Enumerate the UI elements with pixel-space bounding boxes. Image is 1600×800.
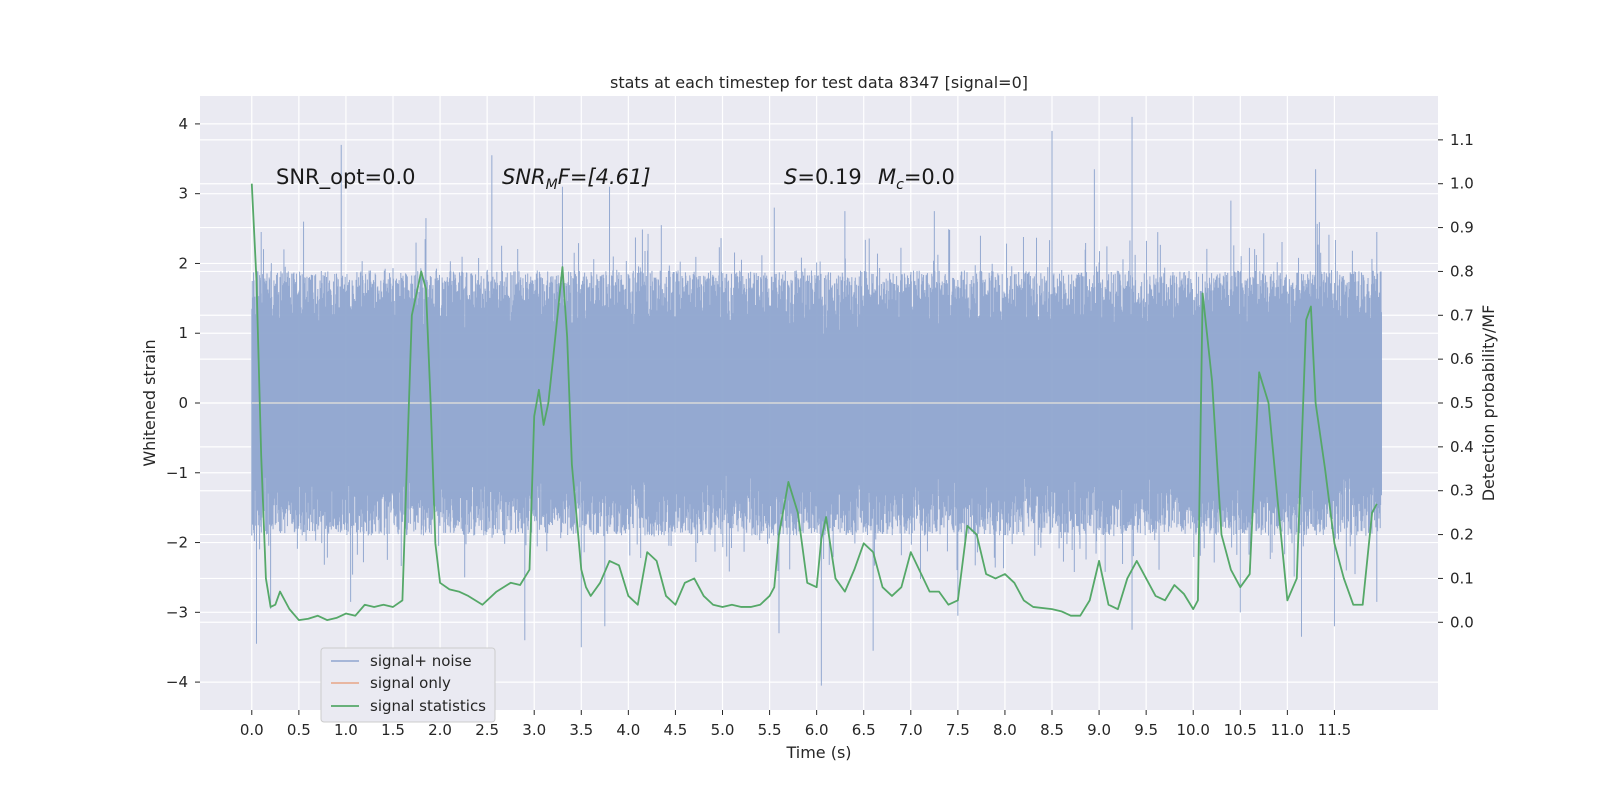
legend-label-signal-noise: signal+ noise xyxy=(370,652,472,670)
annotation-snr-mf-rest: F=[4.61] xyxy=(558,165,651,189)
annotation-mc: Mc=0.0 xyxy=(878,165,955,193)
y-tick-label-7: −3 xyxy=(166,603,188,621)
chart-title: stats at each timestep for test data 834… xyxy=(610,73,1028,92)
y-axis-ticks: 4 3 2 1 0 −1 −2 −3 −4 xyxy=(166,115,200,691)
x-tick-label-5: 2.5 xyxy=(475,721,499,739)
x-tick-label-2: 1.0 xyxy=(334,721,358,739)
y2-axis-ticks: 1.1 1.0 0.9 0.8 0.7 0.6 0.5 0.4 0.3 0.2 0.1 0.0 xyxy=(1438,131,1474,631)
y2-axis-label: Detection probability/MF xyxy=(1479,305,1498,502)
x-tick-label-14: 7.0 xyxy=(899,721,923,739)
x-tick-label-6: 3.0 xyxy=(522,721,546,739)
annotation-s: S=0.19 xyxy=(784,165,862,189)
x-tick-label-16: 8.0 xyxy=(993,721,1017,739)
x-axis-label: Time (s) xyxy=(785,743,851,762)
y-tick-label-2: 2 xyxy=(178,254,188,272)
x-tick-label-3: 1.5 xyxy=(381,721,405,739)
y-tick-label-4: 0 xyxy=(178,394,188,412)
y-tick-label-8: −4 xyxy=(166,673,188,691)
x-tick-label-19: 9.5 xyxy=(1134,721,1158,739)
y2-tick-label-2: 0.9 xyxy=(1450,219,1474,237)
y2-tick-label-7: 0.4 xyxy=(1450,438,1474,456)
y2-tick-label-8: 0.3 xyxy=(1450,482,1474,500)
y2-tick-label-4: 0.7 xyxy=(1450,306,1474,324)
x-tick-label-18: 9.0 xyxy=(1087,721,1111,739)
series-signal-statistics-line xyxy=(250,183,1378,621)
annotation-mc-value: =0.0 xyxy=(904,165,955,189)
x-tick-label-13: 6.5 xyxy=(852,721,876,739)
y-tick-label-6: −2 xyxy=(166,534,188,552)
legend-label-signal-statistics: signal statistics xyxy=(370,697,486,715)
y-axis-label: Whitened strain xyxy=(140,339,159,466)
y2-tick-label-9: 0.2 xyxy=(1450,526,1474,544)
annotation-s-value: =0.19 xyxy=(797,165,861,189)
annotation-snr-mf: SNRMF=[4.61] xyxy=(502,165,651,193)
x-tick-label-0: 0.0 xyxy=(240,721,264,739)
y2-tick-label-6: 0.5 xyxy=(1450,394,1474,412)
legend-label-signal-only: signal only xyxy=(370,674,451,692)
x-tick-label-12: 6.0 xyxy=(805,721,829,739)
y2-tick-label-3: 0.8 xyxy=(1450,262,1474,280)
x-tick-label-23: 11.5 xyxy=(1318,721,1351,739)
y2-tick-label-10: 0.1 xyxy=(1450,569,1474,587)
x-tick-label-20: 10.0 xyxy=(1177,721,1210,739)
y2-tick-label-5: 0.6 xyxy=(1450,350,1474,368)
x-axis-ticks: 0.0 0.5 1.0 1.5 2.0 2.5 3.0 3.5 4.0 4.5 5.0 5.5 6.0 6… xyxy=(240,710,1351,739)
annotation-mc-subscript: c xyxy=(896,177,904,193)
series-signal-statistics xyxy=(250,183,1378,621)
legend-box xyxy=(320,647,496,723)
y2-tick-label-1: 1.0 xyxy=(1450,175,1474,193)
annotation-mc-symbol: M xyxy=(878,165,896,189)
annotation-snr-mf-symbol: SNR xyxy=(502,165,546,189)
x-tick-label-1: 0.5 xyxy=(287,721,311,739)
x-tick-label-10: 5.0 xyxy=(711,721,735,739)
annotation-snr-opt: SNR_opt=0.0 xyxy=(276,165,416,190)
x-tick-label-11: 5.5 xyxy=(758,721,782,739)
y2-tick-label-11: 0.0 xyxy=(1450,613,1474,631)
legend: signal+ noise signal only signal statist… xyxy=(320,647,496,723)
y-tick-label-1: 3 xyxy=(178,185,188,203)
x-tick-label-17: 8.5 xyxy=(1040,721,1064,739)
annotation-s-symbol: S xyxy=(784,165,797,189)
x-tick-label-15: 7.5 xyxy=(946,721,970,739)
y-tick-label-5: −1 xyxy=(166,464,188,482)
y2-tick-label-0: 1.1 xyxy=(1450,131,1474,149)
y-tick-label-3: 1 xyxy=(178,324,188,342)
x-tick-label-9: 4.5 xyxy=(664,721,688,739)
annotation-snr-mf-subscript: M xyxy=(546,177,558,193)
x-tick-label-8: 4.0 xyxy=(616,721,640,739)
y-tick-label-0: 4 xyxy=(178,115,188,133)
x-tick-label-7: 3.5 xyxy=(569,721,593,739)
x-tick-label-4: 2.0 xyxy=(428,721,452,739)
x-tick-label-21: 10.5 xyxy=(1224,721,1257,739)
x-tick-label-22: 11.0 xyxy=(1271,721,1304,739)
